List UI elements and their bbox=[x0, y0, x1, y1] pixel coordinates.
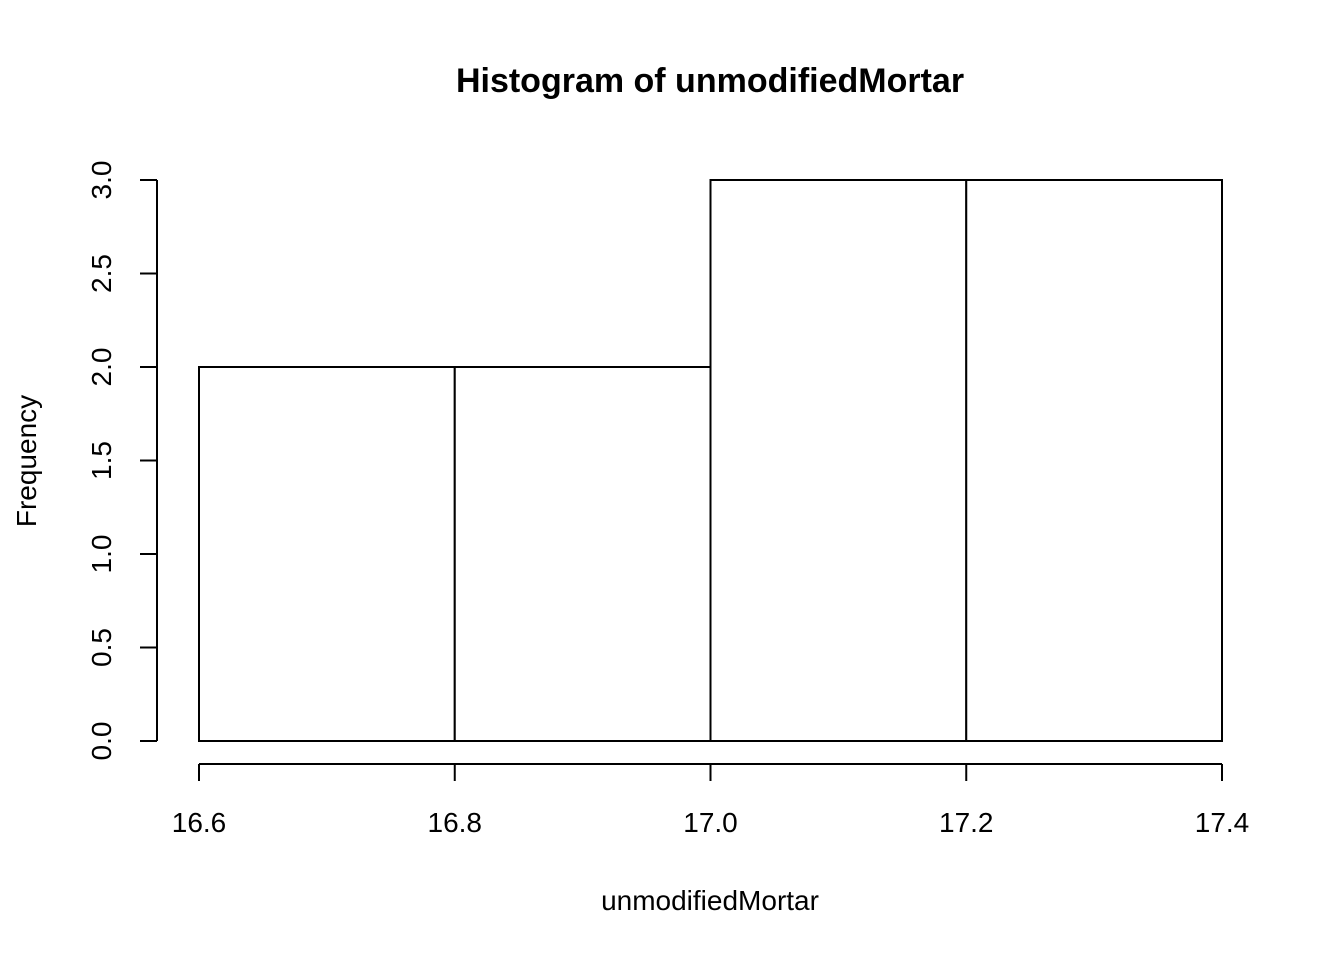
x-axis-label: unmodifiedMortar bbox=[601, 885, 819, 916]
y-axis-label: Frequency bbox=[11, 395, 42, 527]
histogram-bar-1 bbox=[198, 366, 456, 742]
x-tick-label: 17.4 bbox=[1195, 807, 1250, 838]
x-tick-label: 17.2 bbox=[939, 807, 994, 838]
y-tick-label: 1.0 bbox=[86, 535, 117, 574]
y-tick-label: 3.0 bbox=[86, 161, 117, 200]
x-tick-label: 16.6 bbox=[172, 807, 227, 838]
chart-title: Histogram of unmodifiedMortar bbox=[456, 62, 964, 100]
histogram-bar-2 bbox=[453, 366, 712, 742]
x-tick-label: 17.0 bbox=[683, 807, 738, 838]
y-tick-label: 0.0 bbox=[86, 722, 117, 761]
x-tick-label: 16.8 bbox=[428, 807, 483, 838]
y-tick-label: 2.5 bbox=[86, 254, 117, 293]
histogram-bar-3 bbox=[709, 179, 968, 742]
y-axis: 0.0 0.5 1.0 1.5 2.0 2.5 3.0 bbox=[86, 161, 158, 761]
y-tick-label: 0.5 bbox=[86, 628, 117, 667]
y-tick-label: 2.0 bbox=[86, 348, 117, 387]
histogram-bar-4 bbox=[965, 179, 1223, 742]
y-tick-label: 1.5 bbox=[86, 441, 117, 480]
bars-group bbox=[198, 179, 1223, 742]
x-axis: 16.6 16.8 17.0 17.2 17.4 bbox=[172, 763, 1250, 838]
